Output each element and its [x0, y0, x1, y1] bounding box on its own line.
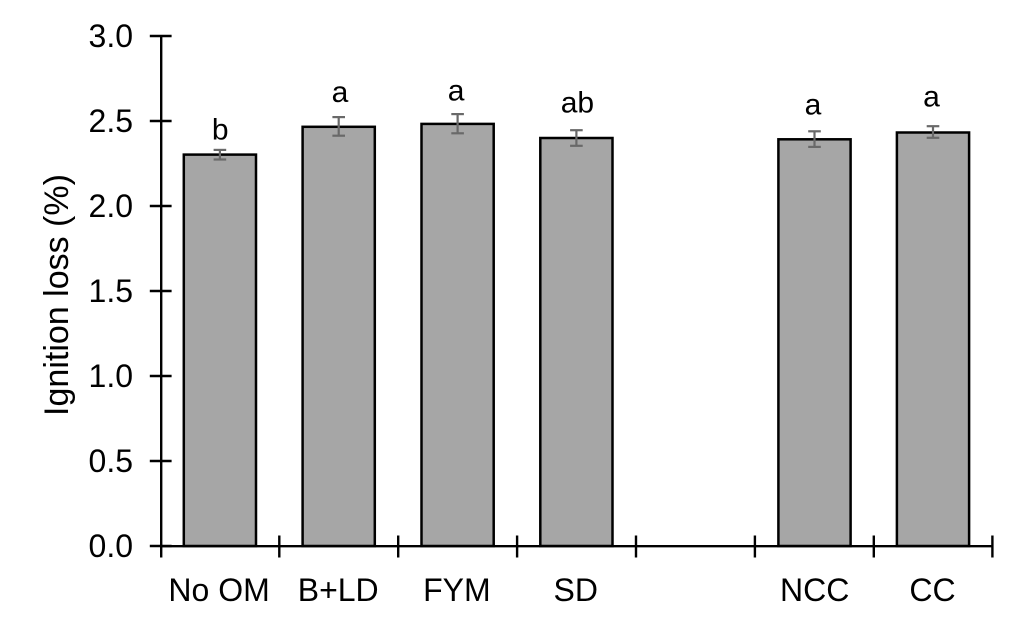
- svg-text:NCC: NCC: [780, 572, 849, 608]
- svg-text:ab: ab: [561, 87, 594, 120]
- svg-text:0.5: 0.5: [89, 443, 133, 479]
- svg-text:a: a: [805, 88, 822, 121]
- svg-text:3.0: 3.0: [89, 18, 133, 54]
- svg-text:2.0: 2.0: [89, 188, 133, 224]
- svg-text:a: a: [448, 75, 465, 108]
- svg-text:1.0: 1.0: [89, 358, 133, 394]
- svg-text:a: a: [332, 76, 349, 109]
- svg-text:No OM: No OM: [168, 572, 269, 608]
- svg-text:SD: SD: [553, 572, 597, 608]
- svg-text:0.0: 0.0: [89, 528, 133, 564]
- svg-text:1.5: 1.5: [89, 273, 133, 309]
- svg-text:b: b: [212, 114, 229, 147]
- svg-text:a: a: [923, 81, 940, 114]
- svg-text:B+LD: B+LD: [298, 572, 379, 608]
- svg-text:FYM: FYM: [423, 572, 491, 608]
- svg-text:Ignition loss (%): Ignition loss (%): [38, 174, 76, 416]
- svg-text:2.5: 2.5: [89, 103, 133, 139]
- svg-text:CC: CC: [909, 572, 955, 608]
